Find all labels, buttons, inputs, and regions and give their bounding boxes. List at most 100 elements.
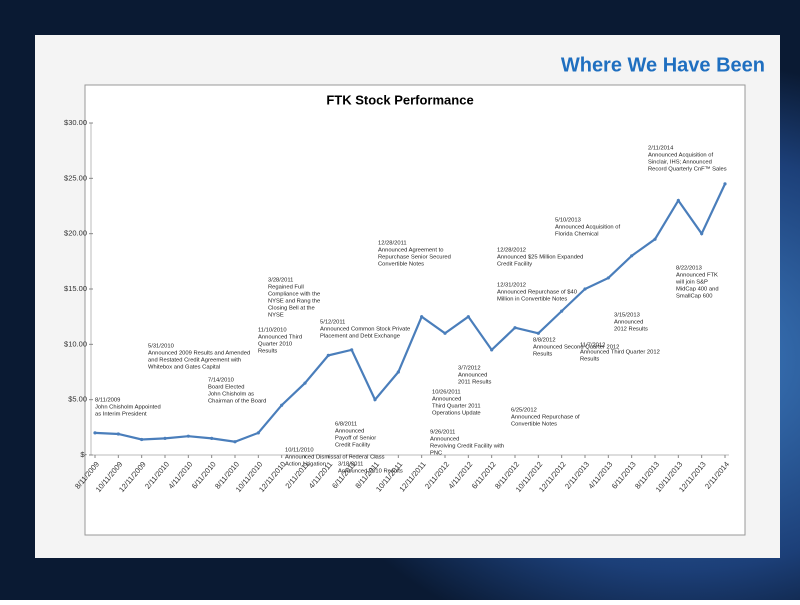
annotation-text: PNC: [430, 451, 442, 457]
annotation-text: Revolving Credit Facility with: [430, 444, 504, 450]
annotation-text: Announced Second Quarter 2012: [533, 345, 619, 351]
annotation-text: Chairman of the Board: [208, 399, 266, 405]
annotation-text: 2011 Results: [458, 380, 492, 386]
annotation-text: Board Elected: [208, 385, 244, 391]
annotation-text: Convertible Notes: [378, 262, 424, 268]
annotation-text: Repurchase Senior Secured: [378, 255, 451, 261]
y-tick-label: $25.00: [64, 173, 87, 182]
price-line: [94, 183, 726, 443]
annotation-text: as Interim President: [95, 412, 147, 418]
annotation-text: Announced 2009 Results and Amended: [148, 351, 250, 357]
annotation-text: Announced: [614, 320, 643, 326]
annotation-text: Announced Third: [258, 335, 302, 341]
annotation-text: MidCap 400 and: [676, 287, 719, 293]
annotation-text: Announced Repurchase of: [511, 415, 580, 421]
y-tick-label: $30.00: [64, 118, 87, 127]
price-point: [326, 353, 330, 357]
price-point: [93, 431, 97, 435]
annotation-text: 12/28/2011: [378, 241, 407, 247]
annotation-text: SmallCap 600: [676, 294, 712, 300]
annotation-text: 2012 Results: [614, 327, 648, 333]
annotation-text: Announced Common Stock Private: [320, 327, 410, 333]
annotation-text: Announced Acquisition of: [555, 225, 620, 231]
y-tick-label: $10.00: [64, 339, 87, 348]
annotation-text: Quarter 2010: [258, 342, 292, 348]
annotation-text: 10/26/2011: [432, 390, 461, 396]
annotation-text: 11/10/2010: [258, 328, 287, 334]
y-tick-label: $-: [80, 450, 87, 459]
annotation-text: Regained Full: [268, 285, 304, 291]
annotation-text: Closing Bell at the: [268, 306, 315, 312]
annotation-text: Announced Dismissal of Federal Class: [285, 455, 385, 461]
annotation-text: 8/11/2009: [95, 398, 120, 404]
annotation-text: Announced Repurchase of $40: [497, 290, 577, 296]
annotation-text: 6/8/2011: [335, 422, 357, 428]
annotation-text: 12/31/2012: [497, 283, 526, 289]
annotation-text: Results: [533, 352, 552, 358]
annotation-text: Florida Chemical: [555, 232, 599, 238]
annotation-text: Results: [580, 357, 599, 363]
price-point: [233, 440, 237, 444]
annotation-text: Convertible Notes: [511, 422, 557, 428]
price-point: [466, 315, 470, 319]
annotation-text: Results: [258, 349, 277, 355]
annotation-text: Placement and Debt Exchange: [320, 334, 400, 340]
price-point: [560, 309, 564, 313]
annotation-text: Sinclair, IHS; Announced: [648, 160, 712, 166]
y-tick-label: $20.00: [64, 229, 87, 238]
price-point: [256, 431, 260, 435]
annotation-text: 3/15/2013: [614, 313, 640, 319]
price-point: [140, 437, 144, 442]
annotation-text: Action Litigation: [285, 462, 326, 468]
annotation-text: Announced Acquisition of: [648, 153, 713, 159]
annotation-text: 12/28/2012: [497, 248, 526, 254]
price-point: [536, 331, 540, 335]
price-point: [443, 331, 447, 335]
annotation-text: Record Quarterly CnF™ Sales: [648, 167, 727, 173]
price-point: [350, 348, 354, 352]
price-point: [583, 287, 587, 291]
price-point: [700, 232, 704, 236]
annotation-text: Million in Convertible Notes: [497, 297, 567, 303]
price-point: [163, 436, 167, 440]
annotation-text: Credit Facility: [335, 443, 370, 449]
price-point: [303, 381, 307, 385]
annotation-text: John Chisholm as: [208, 392, 254, 398]
price-point: [210, 436, 214, 440]
annotation-text: Announced: [458, 373, 487, 379]
annotation-text: NYSE: [268, 313, 284, 319]
annotation-text: Operations Update: [432, 411, 481, 417]
annotation-text: 8/8/2012: [533, 338, 556, 344]
annotation-text: 5/12/2011: [320, 320, 345, 326]
price-point: [116, 432, 120, 436]
annotation-text: 11/7/2012: [580, 343, 605, 349]
chart-frame: [84, 84, 746, 536]
annotation-text: 5/10/2013: [555, 218, 581, 224]
annotation-text: Announced 2010 Results: [338, 469, 403, 475]
price-point: [606, 276, 610, 280]
price-point: [280, 403, 284, 407]
annotation-text: Announced Third Quarter 2012: [580, 350, 660, 356]
price-point: [396, 370, 400, 374]
annotation-text: Compliance with the: [268, 292, 320, 298]
y-tick-label: $15.00: [64, 284, 87, 293]
annotation-text: 6/25/2012: [511, 408, 537, 414]
annotation-text: Payoff of Senior: [335, 436, 376, 442]
annotation-text: will join S&P: [675, 280, 708, 286]
annotation-text: Announced FTK: [676, 273, 718, 279]
annotation-text: John Chisholm Appointed: [95, 405, 161, 411]
annotation-text: NYSE and Rang the: [268, 299, 320, 305]
price-point: [676, 198, 680, 203]
annotation-text: and Restated Credit Agreement with: [148, 358, 241, 364]
price-point: [490, 348, 494, 352]
price-point: [653, 237, 657, 241]
annotation-text: 10/11/2010: [285, 448, 314, 454]
chart-title: FTK Stock Performance: [326, 92, 473, 107]
annotation-text: Credit Facility: [497, 262, 532, 268]
annotation-text: 2/11/2014: [648, 146, 674, 152]
annotation-text: Whitebox and Gates Capital: [148, 365, 220, 371]
annotation-text: 3/18/2011: [338, 462, 363, 468]
price-point: [723, 182, 727, 186]
price-point: [186, 434, 190, 438]
annotation-text: 9/26/2011: [430, 430, 455, 436]
